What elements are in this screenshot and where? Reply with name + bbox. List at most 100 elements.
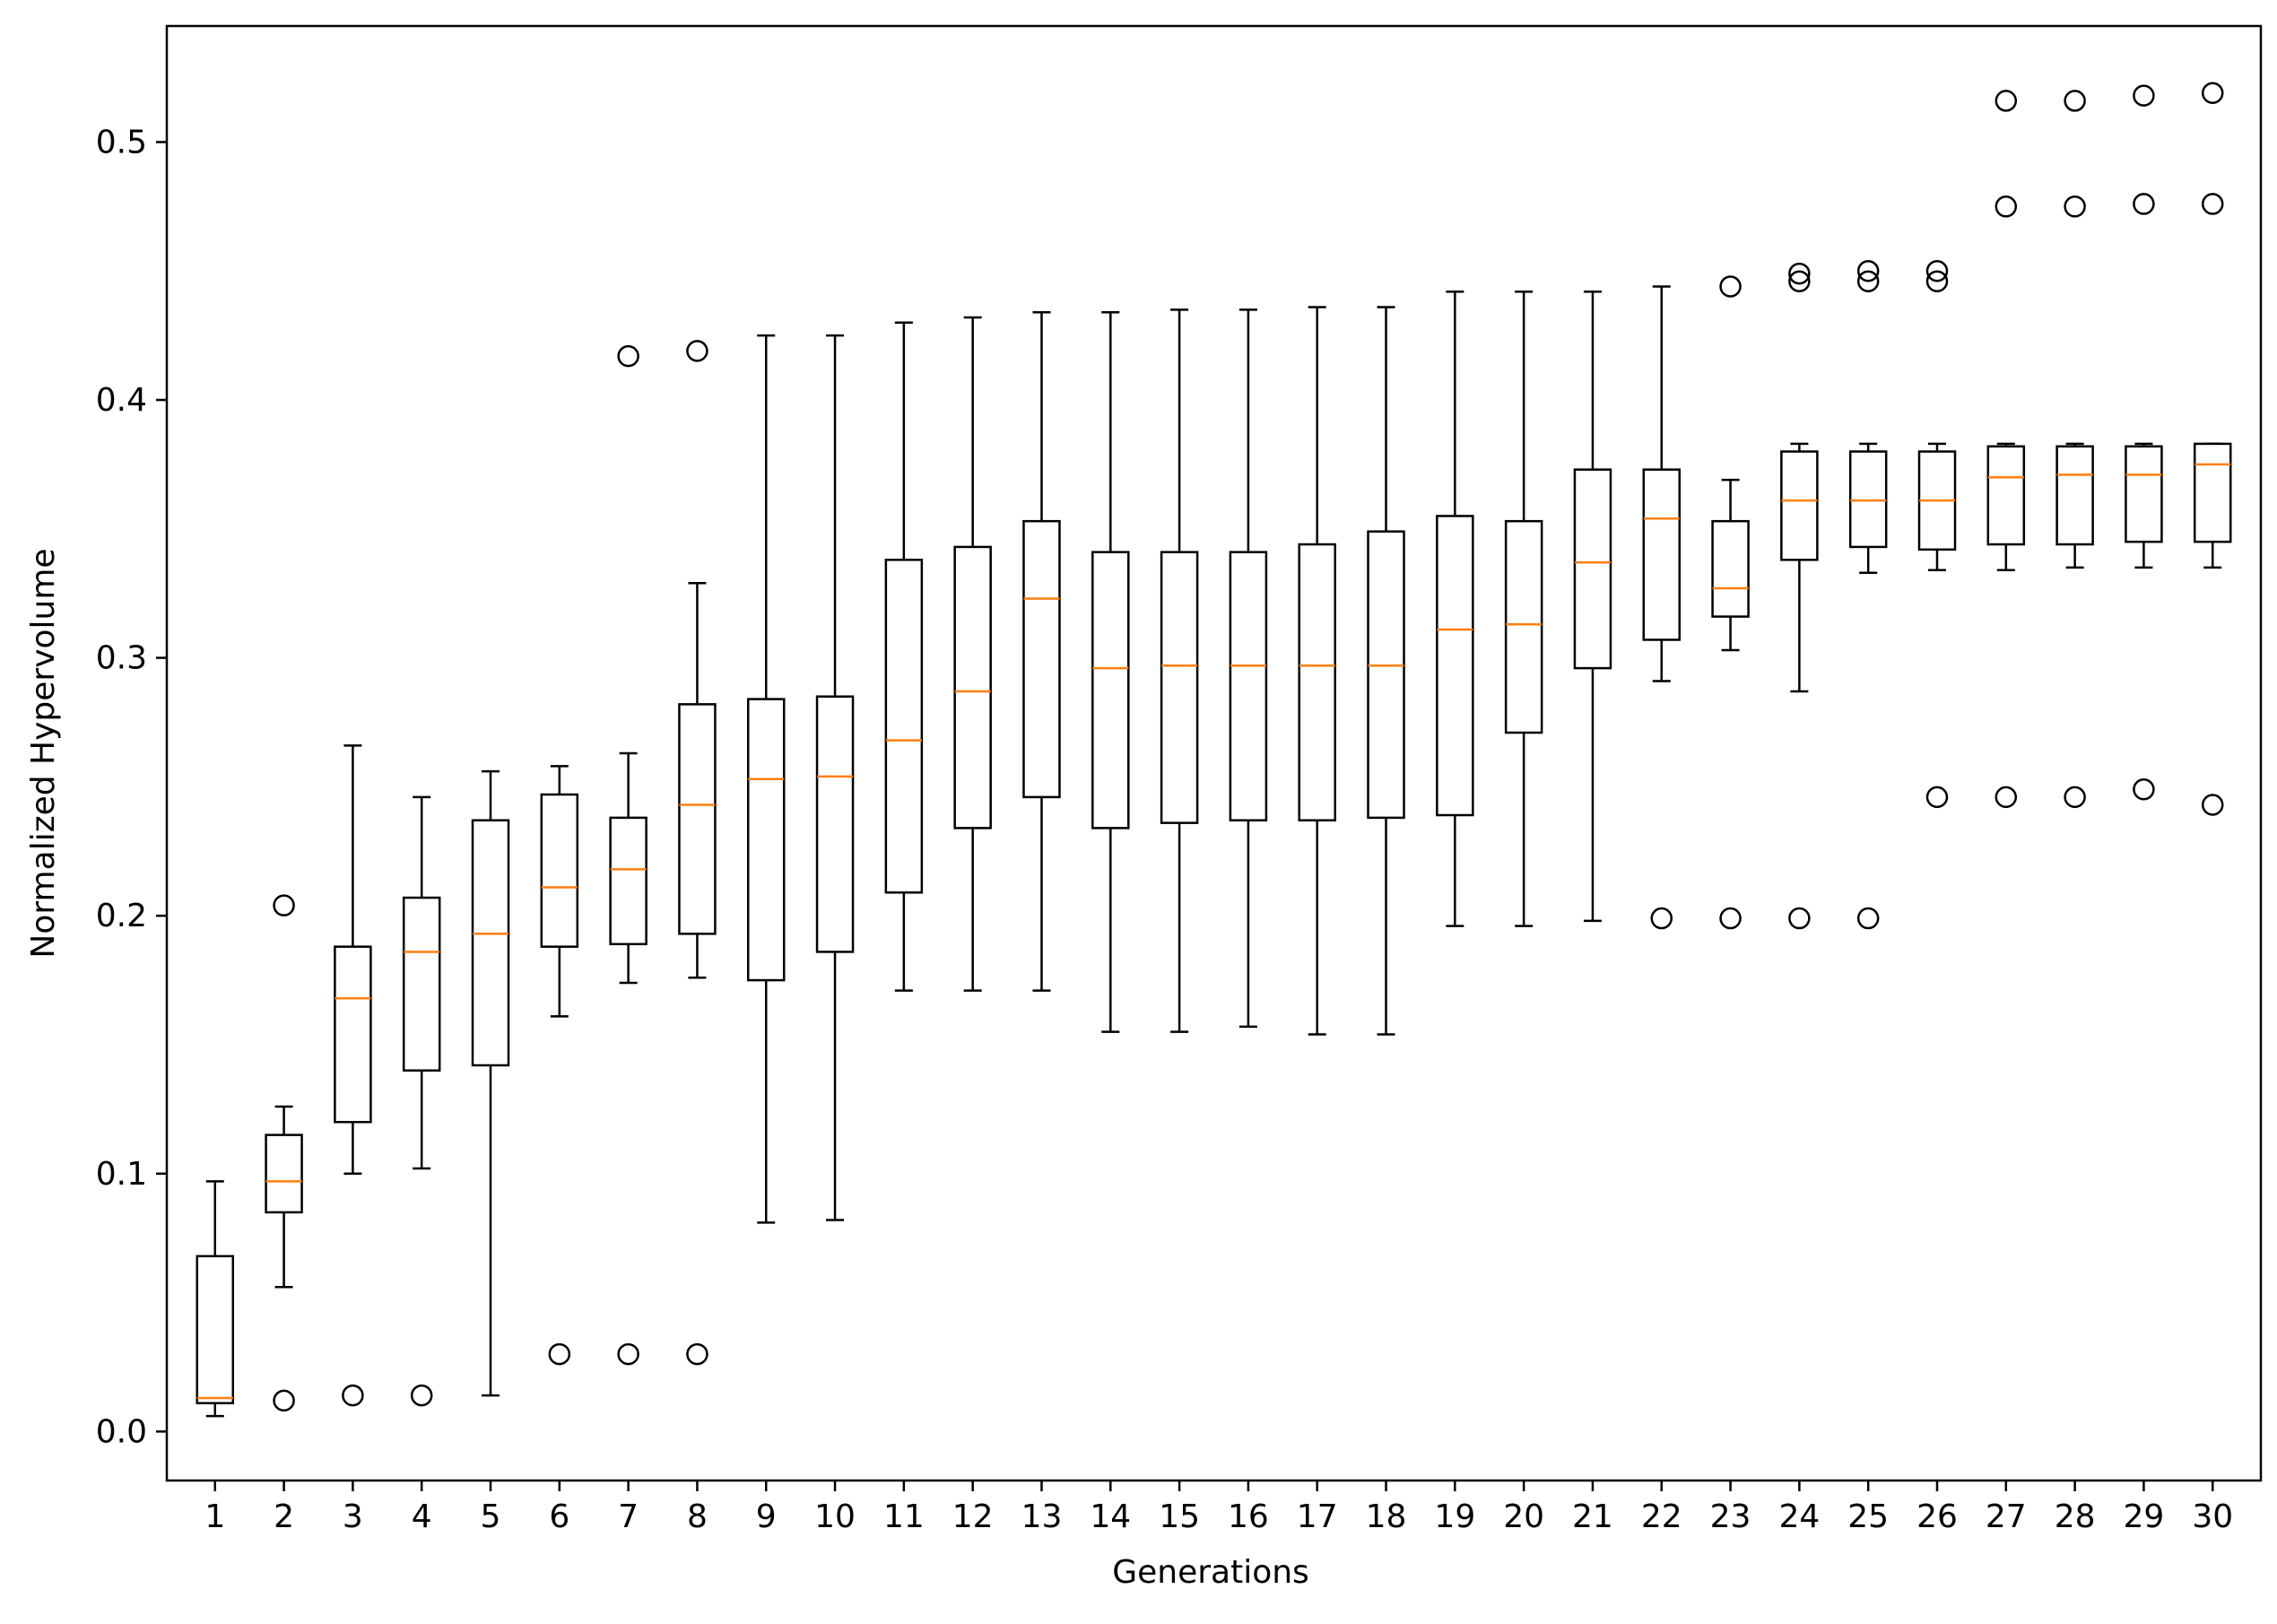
outlier-point [2201,794,2224,816]
outlier-point [2133,84,2155,107]
box [609,816,647,946]
x-tick-label: 25 [1847,1498,1889,1535]
box-group-29 [2125,84,2163,801]
x-axis-label: Generations [1112,1554,1309,1591]
outlier-point [273,1389,295,1412]
outlier-point [1995,195,2018,218]
box-group-17 [1298,306,1336,1036]
y-tick-label: 0.2 [96,898,147,934]
box-group-24 [1780,262,1819,930]
x-tick-label: 22 [1641,1498,1682,1535]
outlier-point [617,344,639,368]
x-tick-label: 24 [1778,1498,1820,1535]
x-tick-label: 14 [1090,1498,1131,1535]
box-group-9 [746,334,786,1224]
x-tick-label: 18 [1366,1498,1407,1535]
box [1848,450,1888,549]
x-tick-label: 6 [549,1498,569,1535]
x-tick-label: 8 [687,1498,708,1535]
box [196,1255,235,1404]
outlier-point [617,1342,639,1366]
outlier-point [1925,270,1949,292]
y-axis-label: Normalized Hypervolume [25,548,62,958]
box [2193,442,2232,543]
box-group-23 [1711,275,1750,930]
x-tick-label: 11 [883,1498,925,1535]
plot-marks [196,82,2232,1418]
outlier-point [686,340,708,362]
box-group-16 [1229,308,1268,1029]
x-tick-label: 9 [756,1498,777,1535]
box [334,945,372,1124]
box-group-14 [1091,310,1130,1033]
box-group-19 [1436,290,1474,927]
outlier-point [273,894,295,916]
box-group-10 [815,334,855,1221]
box [265,1133,303,1214]
box [953,545,992,829]
box-group-21 [1573,290,1612,923]
box [1367,530,1405,820]
box [540,793,579,948]
box [1298,543,1336,822]
outlier-point [410,1384,433,1407]
outlier-point [548,1342,571,1366]
outlier-point [1856,259,1880,282]
box-group-18 [1367,306,1405,1036]
box [402,896,441,1072]
outlier-point [1856,270,1880,292]
box-group-30 [2193,82,2232,816]
box-group-7 [609,344,647,1366]
box-group-25 [1848,259,1888,930]
x-tick-label: 21 [1572,1498,1613,1535]
box [1711,519,1750,618]
x-tick-label: 20 [1503,1498,1544,1535]
plot-frame [165,24,2263,1482]
outlier-point [1925,259,1949,282]
outlier-point [2064,786,2086,809]
outlier-point [1995,90,2018,112]
box-group-2 [265,894,303,1412]
outlier-point [2133,778,2155,801]
x-tick-label: 29 [2124,1498,2165,1535]
x-tick-label: 13 [1021,1498,1063,1535]
outlier-point [1719,907,1742,930]
box-group-26 [1917,259,1957,809]
x-tick-label: 12 [952,1498,994,1535]
outlier-point [2064,195,2086,218]
box [746,698,786,982]
outlier-point [1650,907,1673,930]
x-tick-label: 5 [481,1498,501,1535]
x-tick-label: 28 [2055,1498,2096,1535]
box [1642,468,1682,641]
box [1229,551,1268,822]
x-tick-label: 10 [814,1498,856,1535]
box-group-13 [1022,310,1061,992]
box [471,819,510,1067]
y-tick-label: 0.4 [96,382,147,419]
box-group-6 [540,765,579,1366]
box-group-4 [402,795,441,1407]
box-group-28 [2055,90,2094,809]
y-tick-label: 0.1 [96,1156,147,1193]
box [815,695,855,953]
outlier-point [1788,270,1811,292]
outlier-point [2201,193,2224,215]
x-axis-ticks: 1 2 3 4 5 6 7 8 9 10 11 12 13 14 15 16 17 18 19 20 21 22 23 24 2… [204,1481,2233,1535]
box [1160,551,1199,824]
x-tick-label: 23 [1710,1498,1751,1535]
box [1091,551,1130,829]
outlier-point [1788,907,1811,930]
box-group-11 [884,321,924,992]
box-group-15 [1160,308,1199,1033]
x-tick-label: 2 [274,1498,294,1535]
box [1504,519,1543,734]
box [1986,445,2026,546]
outlier-point [2201,82,2224,105]
box-group-20 [1504,290,1543,927]
y-tick-label: 0.0 [96,1413,147,1450]
outlier-point [1788,262,1811,285]
box-group-27 [1986,90,2026,809]
